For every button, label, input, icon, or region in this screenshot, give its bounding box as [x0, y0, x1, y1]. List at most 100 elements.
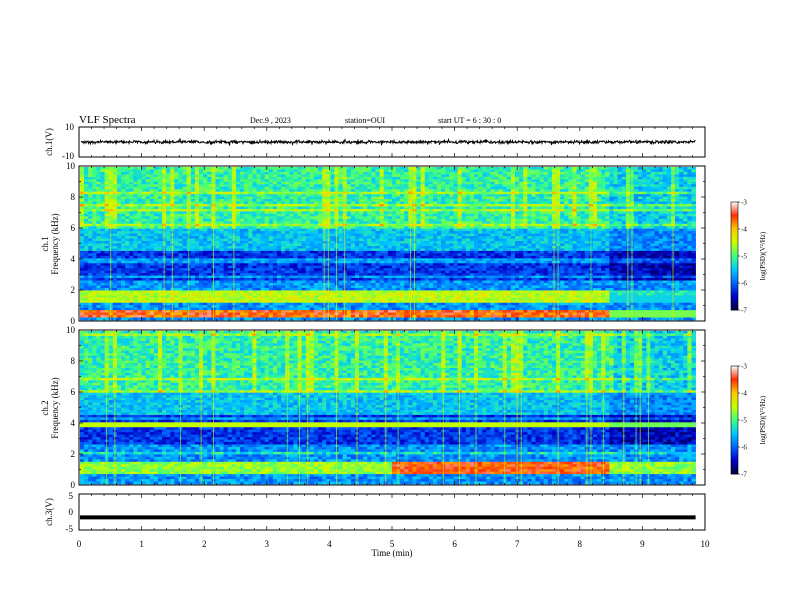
spectrogram-cell [338, 317, 343, 321]
spectrogram-cell [121, 307, 126, 311]
spectrogram-cell [256, 226, 261, 229]
spectrogram-cell [371, 184, 376, 188]
spectrogram-cell [153, 243, 159, 247]
spectrogram-cell [391, 233, 397, 237]
spectrogram-cell [215, 167, 220, 170]
spectrogram-cell [256, 233, 261, 237]
spectrogram-cell [207, 189, 212, 192]
spectrogram-cell [153, 236, 159, 239]
spectrogram-cell [190, 285, 196, 289]
spectrogram-cell [145, 297, 151, 301]
spectrogram-cell [289, 194, 294, 197]
spectrogram-cell [318, 171, 323, 175]
spectrogram-cell [313, 300, 319, 304]
spectrogram-cell [350, 236, 356, 239]
spectrogram-cell [400, 218, 405, 222]
spectrogram-cell [375, 255, 380, 259]
spectrogram-cell [297, 268, 302, 271]
spectrogram-cell [400, 208, 405, 212]
spectrogram-cell [367, 238, 372, 242]
spectrogram-cell [289, 241, 294, 244]
spectrogram-cell [153, 238, 159, 242]
spectrogram-cell [141, 181, 146, 185]
spectrogram-cell [129, 307, 134, 311]
spectrogram-cell [104, 208, 110, 212]
spectrogram-cell [252, 275, 257, 279]
spectrogram-cell [301, 243, 307, 247]
spectrogram-cell [92, 258, 97, 262]
spectrogram-cell [133, 245, 138, 249]
spectrogram-cell [313, 179, 319, 183]
spectrogram-cell [92, 241, 97, 244]
spectrogram-cell [203, 315, 208, 318]
spectrogram-cell [359, 310, 364, 313]
spectrogram-cell [121, 280, 126, 284]
spectrogram-cell [354, 226, 360, 229]
spectrogram-cell [297, 290, 302, 294]
spectrogram-cell [248, 221, 253, 225]
spectrogram-cell [92, 280, 97, 284]
spectrogram-cell [182, 290, 187, 294]
spectrogram-cell [153, 211, 159, 215]
spectrogram-cell [203, 179, 208, 183]
spectrogram-cell [84, 216, 89, 220]
spectrogram-cell [235, 285, 241, 289]
spectrogram-cell [268, 191, 274, 195]
spectrogram-cell [396, 186, 401, 190]
spectrogram-cell [227, 315, 233, 318]
spectrogram-cell [305, 199, 311, 202]
spectrogram-cell [84, 199, 89, 202]
spectrogram-cell [244, 265, 249, 269]
spectrogram-cell [219, 290, 224, 294]
spectrogram-cell [359, 236, 364, 239]
spectrogram-cell [272, 315, 278, 318]
spectrogram-cell [219, 186, 224, 190]
spectrogram-cell [346, 245, 352, 249]
spectrogram-cell [350, 181, 356, 185]
spectrogram-cell [178, 305, 183, 308]
spectrogram-cell [313, 258, 319, 262]
spectrogram-cell [268, 174, 274, 178]
spectrogram-cell [318, 199, 323, 202]
spectrogram-cell [121, 191, 126, 195]
spectrogram-cell [207, 263, 212, 267]
spectrogram-cell [301, 231, 307, 234]
spectrogram-cell [371, 282, 376, 286]
spectrogram-cell [252, 307, 257, 311]
spectrogram-cell [297, 216, 302, 220]
spectrogram-cell [84, 201, 89, 205]
spectrogram-cell [92, 176, 97, 180]
spectrogram-cell [141, 315, 146, 318]
spectrogram-cell [104, 211, 110, 215]
spectrogram-cell [305, 295, 311, 299]
spectrogram-cell [145, 167, 151, 170]
spectrogram-cell [141, 282, 146, 286]
spectrogram-cell [305, 253, 311, 257]
spectrogram-cell [145, 245, 151, 249]
spectrogram-cell [400, 174, 405, 178]
spectrogram-cell [141, 201, 146, 205]
spectrogram-cell [153, 310, 159, 313]
spectrogram-cell [244, 231, 249, 234]
spectrogram-cell [145, 226, 151, 229]
spectrogram-cell [153, 278, 159, 281]
spectrogram-cell [350, 201, 356, 205]
spectrogram-cell [383, 181, 389, 185]
spectrogram-cell [121, 179, 126, 183]
spectrogram-cell [240, 191, 245, 195]
spectrogram-cell [313, 206, 319, 210]
spectrogram-cell [350, 300, 356, 304]
spectrogram-cell [145, 255, 151, 259]
spectrogram-cell [235, 258, 241, 262]
spectrogram-cell [346, 285, 352, 289]
spectrogram-cell [178, 300, 183, 304]
spectrogram-cell [199, 282, 204, 286]
spectrogram-cell [207, 255, 212, 259]
spectrogram-cell [293, 196, 298, 200]
spectrogram-cell [166, 171, 171, 175]
spectrogram-cell [137, 174, 142, 178]
spectrogram-cell [387, 275, 393, 279]
spectrogram-cell [338, 181, 343, 185]
spectrogram-cell [190, 290, 196, 294]
spectrogram-cell [277, 174, 282, 178]
